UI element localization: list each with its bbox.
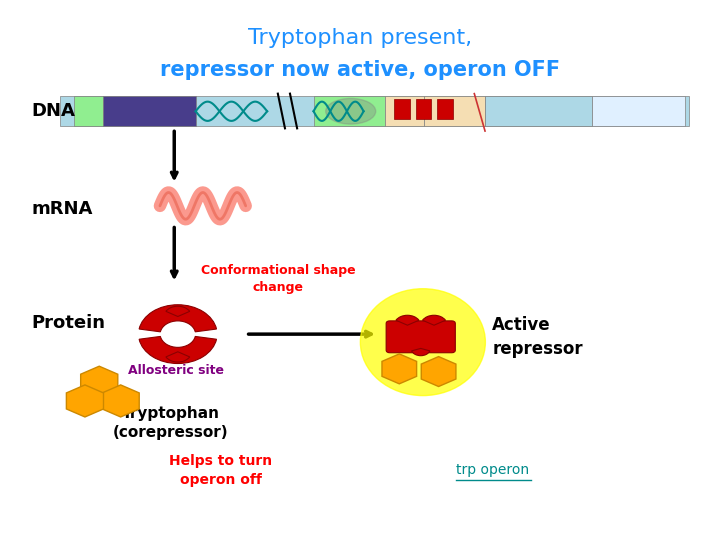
Bar (385, 96, 424, 126)
Text: Helps to turn
operon off: Helps to turn operon off (169, 454, 272, 487)
Text: repressor now active, operon OFF: repressor now active, operon OFF (160, 59, 560, 79)
Text: DNA: DNA (32, 102, 75, 120)
Text: Protein: Protein (32, 314, 105, 333)
Text: Tryptophan
(corepressor): Tryptophan (corepressor) (113, 406, 228, 440)
Text: mRNA: mRNA (32, 200, 93, 218)
Text: trp operon: trp operon (456, 463, 530, 477)
Polygon shape (66, 385, 104, 417)
Polygon shape (382, 354, 417, 384)
Text: Allosteric site: Allosteric site (128, 352, 224, 377)
Bar (592, 96, 685, 126)
Wedge shape (139, 305, 217, 332)
Wedge shape (139, 336, 217, 363)
Bar (437, 99, 453, 119)
Bar (74, 96, 103, 126)
Text: Conformational shape
change: Conformational shape change (201, 264, 355, 294)
Polygon shape (81, 366, 118, 399)
Bar (395, 99, 410, 119)
Ellipse shape (360, 289, 485, 396)
Ellipse shape (325, 98, 376, 124)
Bar (314, 96, 385, 126)
Bar (424, 96, 485, 126)
Bar (103, 96, 196, 126)
Bar (60, 96, 688, 126)
Wedge shape (166, 306, 190, 316)
Text: Active
repressor: Active repressor (492, 316, 582, 357)
Polygon shape (421, 356, 456, 387)
Polygon shape (102, 385, 139, 417)
Wedge shape (166, 352, 190, 362)
Wedge shape (412, 348, 430, 356)
Text: Tryptophan present,: Tryptophan present, (248, 28, 472, 48)
Wedge shape (396, 315, 419, 325)
FancyBboxPatch shape (386, 321, 455, 353)
Bar (485, 96, 592, 126)
Bar (415, 99, 431, 119)
Wedge shape (423, 315, 446, 325)
